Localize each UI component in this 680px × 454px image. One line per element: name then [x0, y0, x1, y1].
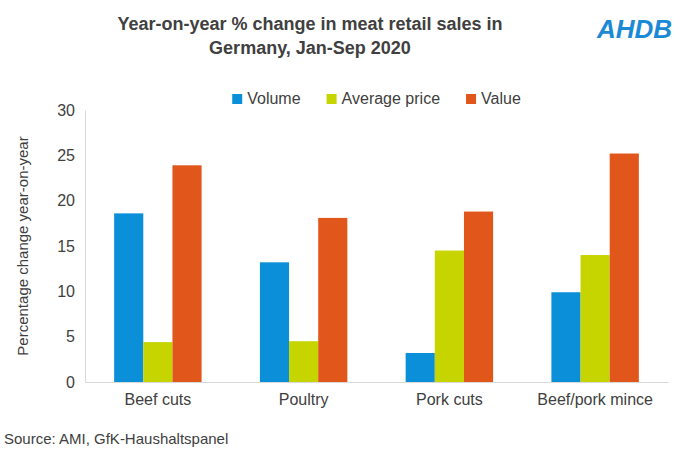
x-tick-label: Pork cuts — [416, 391, 483, 408]
legend: Volume Average price Value — [232, 90, 521, 107]
y-tick-label: 5 — [66, 328, 75, 345]
y-tick-label: 10 — [57, 283, 75, 300]
y-tick-label: 0 — [66, 374, 75, 391]
bar — [406, 353, 435, 382]
y-tick: 15 — [57, 238, 85, 255]
bar — [551, 292, 580, 382]
x-tick: Beef/pork mince — [537, 382, 653, 408]
source: Source: AMI, GfK-Haushaltspanel — [4, 430, 228, 447]
y-axis-title: Percentage change year-on-year — [14, 136, 31, 355]
bar — [172, 165, 201, 382]
y-axis-line — [85, 111, 86, 383]
x-tick: Poultry — [279, 382, 329, 408]
x-axis-line — [86, 382, 669, 383]
y-tick: 20 — [57, 192, 85, 209]
logo: AHDB — [596, 14, 672, 44]
legend-item: Average price — [327, 90, 441, 107]
legend-swatch — [466, 94, 476, 104]
legend-swatch — [232, 94, 242, 104]
legend-label: Value — [481, 90, 521, 107]
bar — [581, 255, 610, 382]
bar — [260, 262, 289, 382]
legend-swatch — [327, 94, 337, 104]
title: Year-on-year % change in meat retail sal… — [117, 14, 502, 58]
bar — [143, 342, 172, 382]
bar — [114, 213, 143, 382]
legend-label: Volume — [247, 90, 300, 107]
chart: Year-on-year % change in meat retail sal… — [0, 0, 680, 454]
y-tick: 0 — [66, 374, 85, 391]
x-axis: Beef cuts Poultry Pork cuts Beef/pork mince — [86, 382, 669, 408]
plot: 051015202530Beef cutsPoultryPork cutsBee… — [57, 102, 668, 409]
x-tick-label: Beef/pork mince — [537, 391, 653, 408]
bar — [464, 212, 493, 382]
legend-item: Value — [466, 90, 521, 107]
bars — [114, 154, 639, 382]
series — [143, 251, 609, 382]
x-tick-label: Beef cuts — [125, 391, 192, 408]
bar — [318, 218, 347, 382]
x-tick: Pork cuts — [416, 382, 483, 408]
y-tick: 10 — [57, 283, 85, 300]
y-tick-label: 25 — [57, 147, 75, 164]
x-tick-label: Poultry — [279, 391, 329, 408]
legend-item: Volume — [232, 90, 300, 107]
y-tick: 5 — [66, 328, 85, 345]
bar — [435, 251, 464, 382]
y-tick: 30 — [57, 102, 85, 119]
x-tick: Beef cuts — [125, 382, 192, 408]
bar — [289, 341, 318, 382]
bar — [610, 154, 639, 382]
legend-label: Average price — [342, 90, 441, 107]
y-tick-label: 20 — [57, 192, 75, 209]
y-axis: 0 5 10 15 20 25 30 — [57, 102, 85, 391]
y-tick-label: 30 — [57, 102, 75, 119]
series — [172, 154, 638, 382]
y-tick: 25 — [57, 147, 85, 164]
y-tick-label: 15 — [57, 238, 75, 255]
